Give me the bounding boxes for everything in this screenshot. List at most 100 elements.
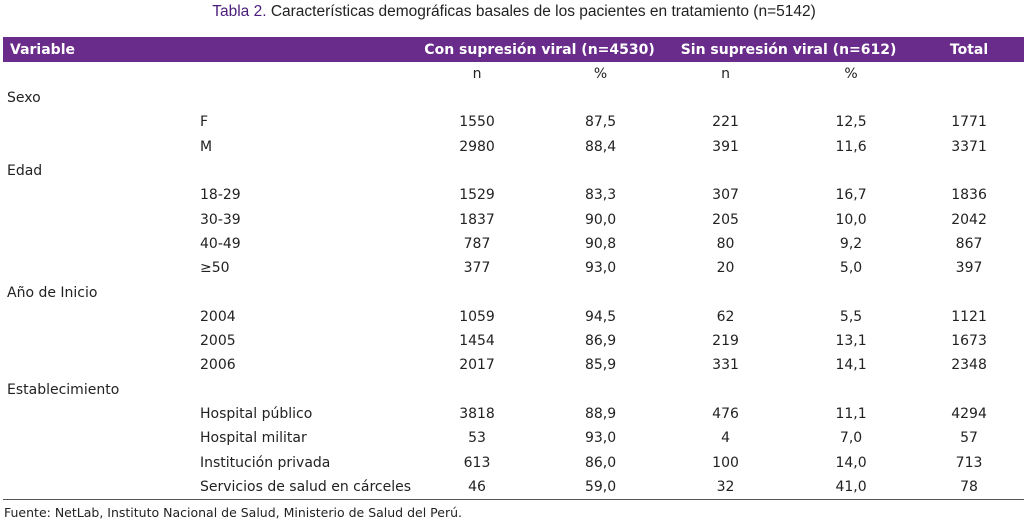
indent-cell xyxy=(3,110,196,134)
cell-n-sin: 32 xyxy=(663,474,789,501)
cell-total: 1121 xyxy=(951,308,987,325)
cell-n-con: 2980 xyxy=(459,138,495,155)
row-label: 40-49 xyxy=(200,235,241,252)
cell-pct-sin: 12,5 xyxy=(835,114,867,131)
cell-pct-sin: 41,0 xyxy=(788,474,915,501)
group-row: Sexo xyxy=(3,86,1024,110)
cell-n-con: 53 xyxy=(468,430,486,447)
source-note: Fuente: NetLab, Instituto Nacional de Sa… xyxy=(4,505,462,520)
row-label: 2004 xyxy=(200,308,236,325)
cell-n-con: 46 xyxy=(416,474,539,501)
cell-total: 57 xyxy=(960,430,978,447)
cell-total: 3371 xyxy=(951,138,987,155)
cell-total: 713 xyxy=(955,454,983,471)
indent-cell xyxy=(3,305,196,329)
cell-n-sin: 307 xyxy=(712,187,739,204)
group-label: Edad xyxy=(7,163,43,180)
indent-cell xyxy=(3,135,196,159)
cell-n-con: 613 xyxy=(463,454,491,471)
cell-total: 1836 xyxy=(951,187,987,204)
indent-cell xyxy=(3,474,196,501)
row-label: Servicios de salud en cárceles xyxy=(196,474,417,501)
cell-pct-sin: 11,6 xyxy=(835,138,867,155)
cell-n-con: 1837 xyxy=(459,211,495,228)
table-row: M 2980 88,4 391 11,6 3371 xyxy=(3,135,1024,159)
table-row: 30-39 1837 90,0 205 10,0 2042 xyxy=(3,207,1024,231)
subheader-pct-sin: % xyxy=(844,66,858,82)
cell-n-con: 2017 xyxy=(459,357,495,374)
header-total: Total xyxy=(914,37,1025,62)
indent-cell xyxy=(3,183,196,207)
cell-n-sin: 100 xyxy=(712,454,739,471)
table-row: Servicios de salud en cárceles 46 59,0 32 41… xyxy=(3,474,1025,501)
subheader-pct-con: % xyxy=(593,66,608,82)
group-row: Año de Inicio xyxy=(3,280,1024,304)
cell-n-con: 787 xyxy=(463,235,491,252)
cell-pct-con: 85,9 xyxy=(584,357,617,374)
table-caption: Tabla 2. Características demográficas ba… xyxy=(0,3,1028,21)
cell-n-sin: 80 xyxy=(716,235,735,252)
group-row: Establecimiento xyxy=(3,378,1024,402)
row-label: 2006 xyxy=(200,357,236,374)
cell-pct-sin: 5,0 xyxy=(839,260,863,277)
row-label: 18-29 xyxy=(200,187,241,204)
cell-n-sin: 331 xyxy=(712,357,739,374)
cell-total: 397 xyxy=(955,260,983,277)
demographics-table: Variable Con supresión viral (n=4530) Si… xyxy=(3,37,1025,501)
cell-pct-con: 94,5 xyxy=(584,308,617,325)
subheader-row: n % n % xyxy=(3,62,1024,86)
cell-pct-con: 88,9 xyxy=(584,406,617,422)
cell-total: 1771 xyxy=(951,114,987,131)
table-row: 40-49 787 90,8 80 9,2 867 xyxy=(3,232,1024,256)
group-label: Año de Inicio xyxy=(7,284,98,301)
indent-cell xyxy=(3,232,196,256)
table-row: 2005 1454 86,9 219 13,1 1673 xyxy=(3,329,1024,353)
header-sin-supresion: Sin supresión viral (n=612) xyxy=(663,37,915,62)
cell-n-sin: 62 xyxy=(716,308,735,325)
cell-pct-sin: 10,0 xyxy=(835,211,867,228)
indent-cell xyxy=(3,329,196,353)
row-label: Institución privada xyxy=(200,454,331,471)
table-row: 2004 1059 94,5 62 5,5 1121 xyxy=(3,305,1024,329)
header-row: Variable Con supresión viral (n=4530) Si… xyxy=(3,37,1025,62)
header-variable: Variable xyxy=(3,37,417,62)
table-body: Sexo F 1550 87,5 221 12,5 1771 M 2980 88,4 391 11,6… xyxy=(3,86,1025,501)
cell-pct-sin: 13,1 xyxy=(835,333,867,350)
indent-cell xyxy=(3,353,196,377)
row-label: F xyxy=(200,114,209,131)
caption-label: Tabla 2. xyxy=(212,3,267,20)
row-label: Hospital público xyxy=(200,406,313,422)
cell-pct-sin: 9,2 xyxy=(839,235,863,252)
cell-pct-sin: 11,1 xyxy=(835,406,867,422)
indent-cell xyxy=(3,207,196,231)
cell-pct-sin: 14,0 xyxy=(835,454,867,471)
cell-n-sin: 205 xyxy=(712,211,739,228)
table-row: Hospital militar 53 93,0 4 7,0 57 xyxy=(3,426,1024,450)
table-row: ≥50 377 93,0 20 5,0 397 xyxy=(3,256,1024,280)
cell-n-con: 3818 xyxy=(459,406,495,422)
cell-pct-con: 83,3 xyxy=(584,187,617,204)
cell-n-sin: 4 xyxy=(721,430,730,447)
cell-total: 78 xyxy=(914,474,1025,501)
cell-pct-sin: 5,5 xyxy=(839,308,863,325)
cell-n-sin: 219 xyxy=(712,333,739,350)
indent-cell xyxy=(3,402,196,426)
row-label: ≥50 xyxy=(200,260,230,277)
cell-n-sin: 476 xyxy=(712,406,739,422)
row-label: 30-39 xyxy=(200,211,241,228)
cell-total: 1673 xyxy=(951,333,987,350)
cell-total: 2348 xyxy=(951,357,987,374)
table-row: 2006 2017 85,9 331 14,1 2348 xyxy=(3,353,1024,377)
cell-total: 4294 xyxy=(951,406,987,422)
subheader-n-sin: n xyxy=(721,66,730,82)
cell-pct-con: 88,4 xyxy=(584,138,617,155)
indent-cell xyxy=(3,426,196,450)
cell-total: 2042 xyxy=(951,211,987,228)
table-row: Hospital público 3818 88,9 476 11,1 4294 xyxy=(3,402,1024,426)
cell-pct-con: 90,8 xyxy=(584,235,617,252)
cell-total: 867 xyxy=(955,235,983,252)
group-label: Sexo xyxy=(7,90,41,107)
cell-pct-con: 90,0 xyxy=(584,211,617,228)
cell-pct-con: 59,0 xyxy=(538,474,664,501)
group-label: Establecimiento xyxy=(7,381,120,398)
